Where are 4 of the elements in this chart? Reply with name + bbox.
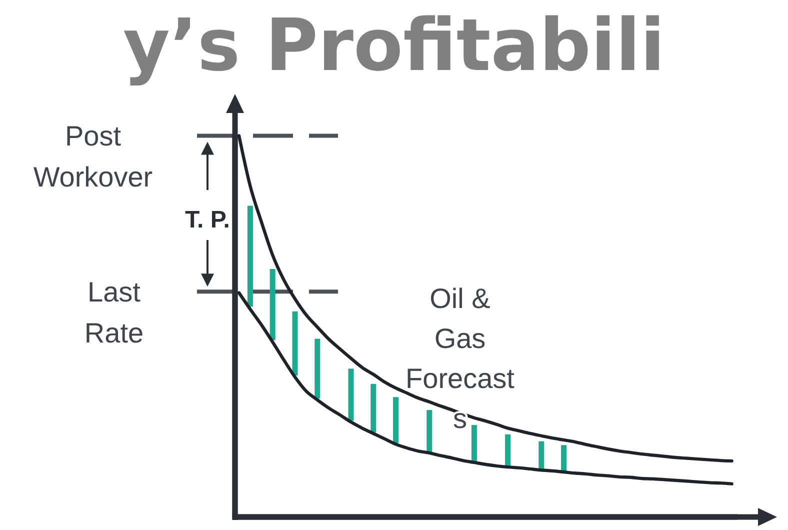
ref-line-label: Last Rate	[84, 276, 144, 349]
text: T. P.	[185, 206, 230, 234]
chart-title: y’s Profitabili	[123, 3, 665, 87]
ref-line-label: Post Workover	[33, 120, 153, 193]
